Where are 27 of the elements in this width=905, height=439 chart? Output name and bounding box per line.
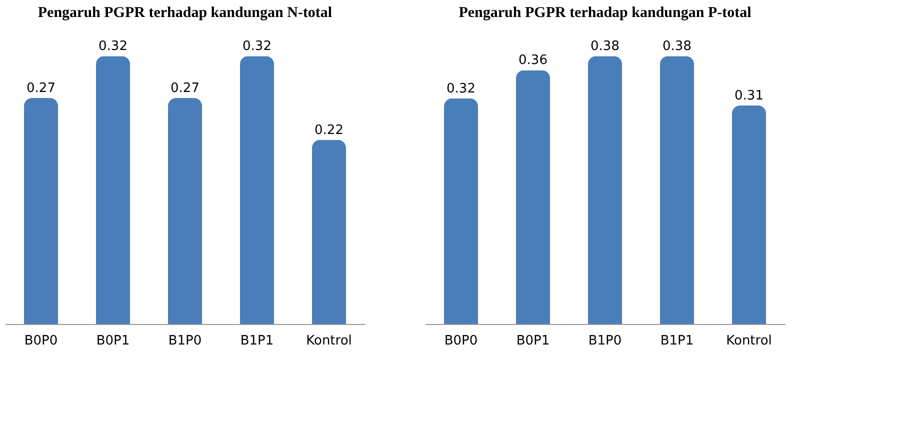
x-tick-label: Kontrol — [726, 334, 772, 348]
data-label: 0.32 — [242, 39, 272, 54]
bar — [516, 70, 550, 324]
data-label: 0.27 — [26, 80, 56, 96]
data-label: 0.27 — [170, 80, 200, 96]
bar — [660, 56, 694, 324]
data-label: 0.38 — [662, 39, 692, 54]
x-tick-label: B1P1 — [240, 334, 274, 348]
data-label: 0.22 — [314, 122, 344, 138]
x-tick-label: B1P0 — [588, 334, 622, 348]
chart-title: Pengaruh PGPR terhadap kandungan P-total — [458, 5, 752, 21]
bar — [732, 105, 766, 324]
x-tick-label: B0P1 — [516, 334, 550, 348]
data-label: 0.38 — [590, 39, 620, 54]
x-tick-label: Kontrol — [306, 334, 352, 348]
bar — [588, 56, 622, 324]
bar — [444, 98, 478, 324]
data-label: 0.36 — [518, 53, 548, 68]
x-tick-label: B0P0 — [444, 334, 478, 348]
data-label: 0.32 — [98, 39, 128, 54]
data-label: 0.31 — [734, 88, 764, 104]
chart-title: Pengaruh PGPR terhadap kandungan N-total — [38, 5, 332, 21]
x-tick-label: B1P1 — [660, 334, 694, 348]
x-tick-label: B0P0 — [24, 334, 58, 348]
x-tick-label: B1P0 — [168, 334, 202, 348]
data-label: 0.32 — [446, 81, 476, 96]
x-tick-label: B0P1 — [96, 334, 130, 348]
